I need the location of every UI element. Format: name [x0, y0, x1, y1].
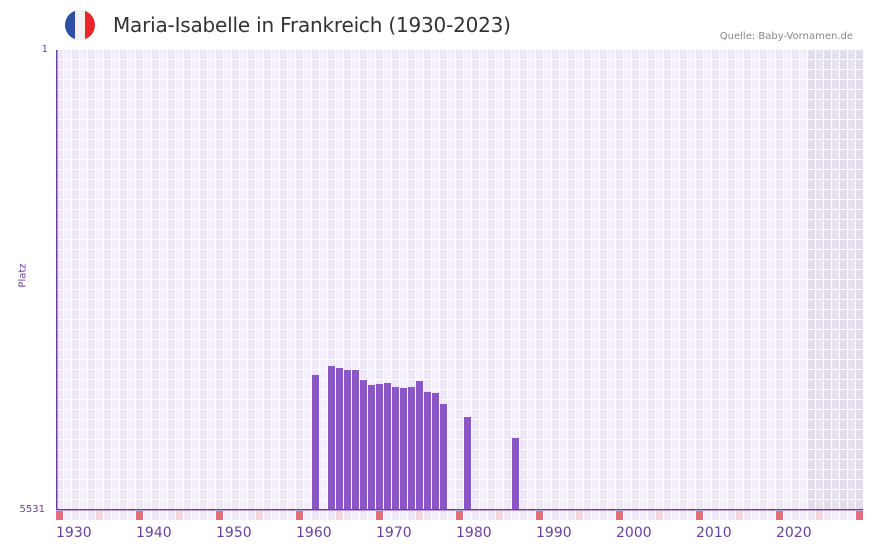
x-tick-1970 [376, 511, 383, 520]
bar-1971 [384, 382, 391, 510]
bar-1968 [360, 379, 367, 510]
x-axis-line [56, 509, 863, 511]
x-tick-2020 [776, 511, 783, 520]
bar-1977 [432, 392, 439, 510]
flag-white [75, 10, 85, 40]
bar-1964 [328, 366, 335, 510]
x-tick-label: 1970 [376, 525, 412, 541]
bar-1965 [336, 368, 343, 510]
flag-blue [65, 10, 75, 40]
x-axis-labels: 1930 1940 1950 1960 1970 1980 1990 2000 2010 2020 [0, 525, 873, 547]
x-tick-label: 1960 [296, 525, 332, 541]
bar-1987 [512, 437, 519, 510]
x-tick-1980 [456, 511, 463, 520]
x-tick-label: 1950 [216, 525, 252, 541]
x-tick-label: 1930 [56, 525, 92, 541]
bar-1975 [416, 380, 423, 510]
bar-1970 [376, 383, 383, 510]
x-tick-label: 1990 [536, 525, 572, 541]
chart-title: Maria-Isabelle in Frankreich (1930-2023) [113, 13, 511, 37]
bar-1966 [344, 370, 351, 510]
bar-1974 [408, 386, 415, 510]
x-tick-label: 2010 [696, 525, 732, 541]
bar-1976 [424, 391, 431, 510]
bar-1981 [464, 417, 471, 510]
y-axis-line [56, 50, 58, 510]
bar-1967 [352, 370, 359, 510]
bar-1972 [392, 386, 399, 510]
bar-1973 [400, 387, 407, 510]
y-tick-top: 1 [41, 44, 48, 55]
x-tick-1990 [536, 511, 543, 520]
france-flag-icon [65, 10, 95, 40]
bar-1978 [440, 404, 447, 510]
flag-red [85, 10, 95, 40]
x-tick-1960 [296, 511, 303, 520]
plot-area [56, 50, 863, 520]
x-tick-2030 [856, 511, 863, 520]
bar-1962 [312, 374, 319, 510]
bar-1969 [368, 384, 375, 510]
y-axis-label: Platz [17, 263, 29, 288]
source-credit: Quelle: Baby-Vornamen.de [719, 31, 853, 42]
x-tick-label: 2020 [776, 525, 812, 541]
x-tick-label: 2000 [616, 525, 652, 541]
x-tick-2010 [696, 511, 703, 520]
x-tick-1930 [56, 511, 63, 520]
x-tick-2000 [616, 511, 623, 520]
x-tick-1940 [136, 511, 143, 520]
x-tick-label: 1980 [456, 525, 492, 541]
x-tick-label: 1940 [136, 525, 172, 541]
x-tick-1950 [216, 511, 223, 520]
y-tick-bottom: 5531 [19, 504, 45, 515]
